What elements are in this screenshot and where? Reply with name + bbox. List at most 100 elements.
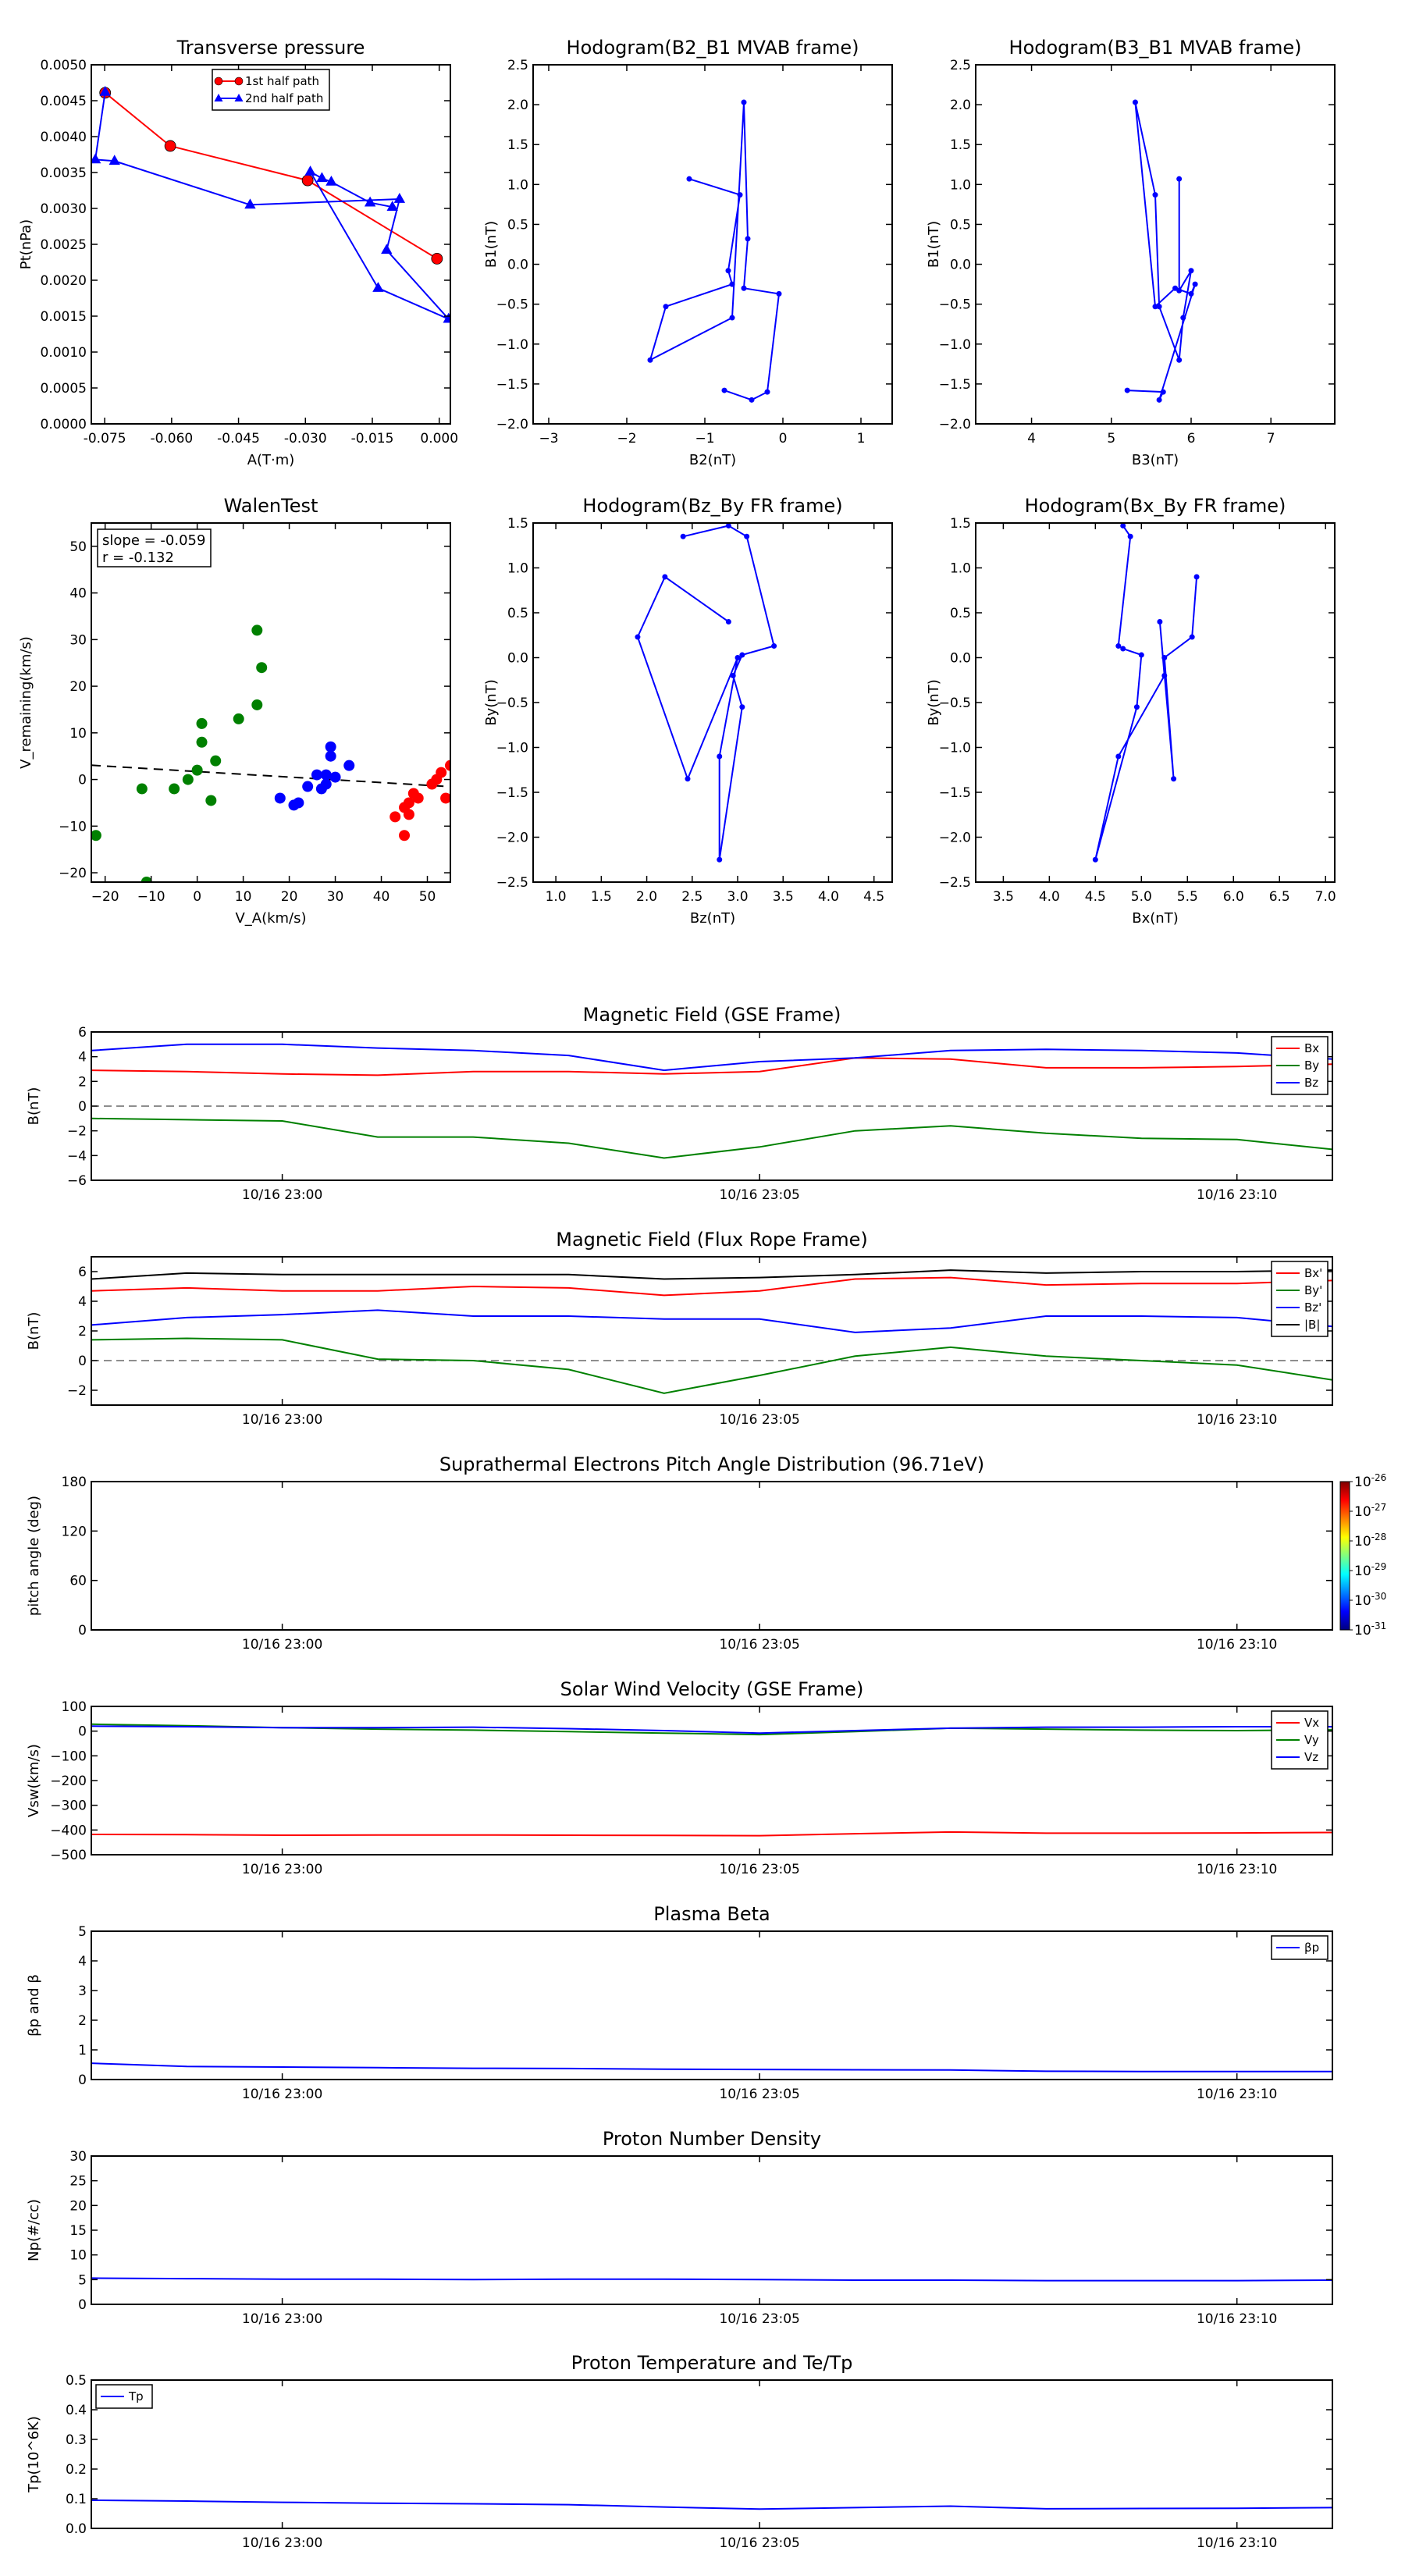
- legend-label: βp: [1304, 1941, 1319, 1955]
- data-point: [99, 85, 111, 96]
- data-point: [725, 523, 731, 528]
- walen-test-panel: WalenTest −20 −10 0 10 20 30 40 50 −20 −10 0 10 20 30 4…: [18, 495, 451, 927]
- x-axis-label: B3(nT): [1132, 452, 1179, 468]
- x-tick-label: −20: [91, 889, 119, 905]
- y-tick-label: 1.5: [950, 516, 971, 532]
- legend-label: Vx: [1304, 1716, 1319, 1730]
- data-point: [389, 811, 401, 823]
- x-axis-label: Bz(nT): [690, 910, 735, 927]
- x-tick-label: 20: [281, 889, 298, 905]
- y-tick-label: 1.5: [950, 137, 971, 153]
- data-point: [721, 387, 727, 393]
- proton-temperature-panel: Proton Temperature and Te/Tp 0.0 0.1 0.2 0.3…: [26, 2352, 1333, 2551]
- y-tick-label: 0: [78, 1724, 87, 1740]
- legend-label: Vy: [1304, 1733, 1319, 1747]
- y-tick-label: −1.5: [496, 377, 528, 393]
- y-tick-label: 0: [78, 2073, 87, 2088]
- magnetic-field-flux-rope-panel: Magnetic Field (Flux Rope Frame) −2 0 2 4 6 10…: [26, 1229, 1333, 1428]
- y-tick-label: −4: [67, 1148, 87, 1164]
- y-tick-label: 25: [69, 2174, 87, 2190]
- x-tick-label: 3.5: [993, 889, 1014, 905]
- data-point: [749, 397, 755, 403]
- data-point: [91, 830, 101, 841]
- chart-title: Plasma Beta: [653, 1903, 770, 1925]
- data-point: [1127, 533, 1133, 539]
- y-tick-label: 1: [78, 2043, 87, 2058]
- data-point: [233, 713, 244, 724]
- data-point: [256, 662, 268, 674]
- data-point: [1138, 652, 1144, 658]
- y-axis-label: B(nT): [26, 1087, 42, 1126]
- series-line-tp: [91, 2499, 1332, 2510]
- plot-area: [91, 2062, 1332, 2073]
- data-point: [737, 192, 743, 198]
- data-point: [735, 655, 741, 660]
- y-tick-label: 180: [62, 1475, 87, 1490]
- y-tick-label: 1.0: [507, 561, 528, 577]
- y-tick-label: −0.5: [496, 696, 528, 711]
- plot-area: [91, 624, 450, 882]
- data-point: [1188, 290, 1194, 297]
- colorbar-tick-label: 10-29: [1354, 1561, 1386, 1579]
- y-axis-label: By(nT): [483, 679, 500, 725]
- x-tick-label: 10/16 23:00: [242, 2087, 322, 2102]
- axes-frame: [532, 64, 893, 425]
- data-point: [1120, 523, 1126, 528]
- colorbar-tick-label: 10-28: [1354, 1532, 1386, 1550]
- x-tick-label: 50: [419, 889, 436, 905]
- y-tick-label: 5: [78, 2272, 87, 2288]
- legend-label: Bx': [1304, 1266, 1322, 1280]
- y-tick-label: 0.0000: [41, 417, 87, 432]
- y-tick-label: −300: [50, 1799, 87, 1814]
- x-tick-label: 7.0: [1315, 889, 1336, 905]
- y-tick-label: 0: [78, 1354, 87, 1369]
- x-tick-label: 10/16 23:05: [719, 2535, 799, 2551]
- x-tick-label: −3: [539, 431, 558, 447]
- y-tick-label: 30: [69, 632, 87, 648]
- series-line-bz: [91, 1043, 1332, 1072]
- data-point: [1171, 776, 1177, 782]
- x-tick-label: 4.5: [1085, 889, 1106, 905]
- y-tick-label: −20: [59, 866, 87, 881]
- data-point: [1189, 634, 1195, 640]
- data-point: [364, 196, 376, 207]
- chart-title: Suprathermal Electrons Pitch Angle Distr…: [439, 1453, 984, 1475]
- x-tick-label: 1.5: [591, 889, 612, 905]
- data-point: [1133, 704, 1140, 710]
- x-tick-label: 10/16 23:00: [242, 1637, 322, 1653]
- x-tick-label: 10/16 23:10: [1197, 2311, 1277, 2327]
- y-tick-label: 2: [78, 1074, 87, 1090]
- legend-marker: [214, 76, 223, 86]
- y-tick-label: 0.0010: [41, 345, 87, 361]
- data-point: [744, 533, 750, 539]
- x-tick-label: -0.045: [217, 431, 260, 447]
- y-tick-label: 0.5: [507, 606, 528, 621]
- series-line-2nd-half-path: [94, 91, 450, 320]
- chart-title: Proton Temperature and Te/Tp: [571, 2352, 853, 2374]
- legend: 1st half path 2nd half path: [212, 69, 330, 111]
- axes-frame: [91, 522, 451, 883]
- y-tick-label: −2.0: [939, 417, 971, 432]
- y-tick-label: 4: [78, 1050, 87, 1066]
- y-axis-label: V_remaining(km/s): [18, 636, 34, 769]
- y-tick-label: 100: [62, 1699, 87, 1715]
- chart-title: Solar Wind Velocity (GSE Frame): [560, 1678, 864, 1700]
- data-point: [325, 750, 336, 762]
- plot-area: [647, 99, 782, 403]
- data-point: [662, 574, 668, 580]
- x-tick-label: 10/16 23:10: [1197, 1862, 1277, 1877]
- x-tick-label: 6.0: [1223, 889, 1244, 905]
- axes-frame: [532, 522, 893, 883]
- data-point: [741, 99, 747, 105]
- data-point: [1176, 357, 1183, 363]
- data-point: [108, 155, 120, 165]
- x-axis-label: A(T·m): [247, 452, 295, 468]
- data-point: [717, 753, 723, 760]
- r-text: r = -0.132: [102, 550, 174, 566]
- y-axis-label: By(nT): [926, 679, 942, 725]
- y-tick-label: 0.0045: [41, 94, 87, 109]
- data-point: [1124, 387, 1130, 393]
- data-point: [1161, 673, 1168, 678]
- chart-title: Hodogram(Bz_By FR frame): [582, 495, 842, 517]
